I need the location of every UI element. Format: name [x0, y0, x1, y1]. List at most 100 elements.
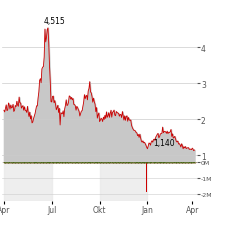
Bar: [122, 162, 123, 163]
Bar: [80, 162, 81, 163]
Bar: [155, 162, 156, 163]
Bar: [36, 162, 37, 163]
Bar: [173, 162, 174, 163]
Bar: [96, 162, 97, 163]
Bar: [4, 162, 52, 201]
Bar: [190, 162, 191, 163]
Bar: [151, 162, 152, 163]
Bar: [178, 162, 179, 163]
Bar: [144, 162, 145, 163]
Bar: [56, 162, 57, 163]
Bar: [140, 162, 141, 163]
Bar: [90, 162, 91, 163]
Bar: [4, 162, 5, 163]
Bar: [82, 162, 83, 163]
Bar: [176, 162, 177, 163]
Bar: [164, 162, 165, 163]
Bar: [191, 162, 192, 163]
Bar: [77, 162, 78, 163]
Bar: [189, 162, 190, 163]
Bar: [193, 162, 194, 163]
Bar: [25, 162, 26, 163]
Text: 1,140: 1,140: [154, 139, 175, 147]
Bar: [103, 162, 104, 163]
Bar: [125, 162, 126, 163]
Bar: [89, 162, 90, 163]
Bar: [134, 162, 135, 163]
Bar: [75, 162, 76, 163]
Bar: [129, 162, 130, 163]
Bar: [48, 162, 49, 163]
Bar: [110, 162, 111, 163]
Bar: [182, 162, 183, 163]
Bar: [50, 162, 51, 163]
Bar: [136, 162, 137, 163]
Bar: [53, 162, 54, 163]
Bar: [112, 162, 113, 163]
Bar: [49, 162, 50, 163]
Bar: [139, 162, 140, 163]
Bar: [100, 162, 101, 163]
Bar: [121, 162, 122, 163]
Bar: [20, 162, 21, 163]
Bar: [24, 162, 25, 163]
Bar: [186, 162, 187, 163]
Bar: [58, 162, 59, 163]
Bar: [159, 162, 160, 163]
Bar: [174, 162, 175, 163]
Bar: [43, 162, 44, 163]
Bar: [67, 162, 68, 163]
Bar: [152, 162, 153, 163]
Bar: [183, 162, 184, 163]
Bar: [117, 162, 118, 163]
Bar: [72, 162, 73, 163]
Bar: [109, 162, 110, 163]
Bar: [23, 162, 24, 163]
Bar: [137, 162, 138, 163]
Bar: [118, 162, 119, 163]
Bar: [100, 162, 147, 201]
Bar: [19, 162, 20, 163]
Bar: [146, 162, 147, 192]
Bar: [97, 162, 98, 163]
Bar: [13, 162, 14, 163]
Bar: [130, 162, 131, 163]
Bar: [95, 162, 96, 163]
Bar: [60, 162, 61, 163]
Bar: [5, 162, 6, 163]
Bar: [65, 162, 66, 163]
Bar: [170, 162, 171, 163]
Bar: [150, 162, 151, 163]
Bar: [76, 162, 77, 163]
Bar: [138, 162, 139, 163]
Bar: [63, 162, 64, 163]
Bar: [143, 162, 144, 163]
Bar: [108, 162, 109, 163]
Bar: [62, 162, 63, 163]
Bar: [142, 162, 143, 163]
Bar: [123, 162, 124, 163]
Bar: [29, 162, 30, 163]
Bar: [154, 162, 155, 163]
Bar: [160, 162, 161, 163]
Bar: [128, 162, 129, 163]
Bar: [162, 162, 163, 163]
Text: 4,515: 4,515: [43, 17, 65, 26]
Bar: [30, 162, 31, 163]
Bar: [177, 162, 178, 163]
Bar: [9, 162, 10, 163]
Bar: [41, 162, 42, 163]
Bar: [70, 162, 71, 163]
Bar: [92, 162, 93, 163]
Bar: [16, 162, 17, 163]
Bar: [120, 162, 121, 163]
Bar: [168, 162, 169, 163]
Bar: [88, 162, 89, 163]
Bar: [71, 162, 72, 163]
Bar: [57, 162, 58, 163]
Bar: [99, 162, 100, 163]
Bar: [161, 162, 162, 163]
Bar: [34, 162, 35, 163]
Bar: [124, 162, 125, 163]
Bar: [163, 162, 164, 163]
